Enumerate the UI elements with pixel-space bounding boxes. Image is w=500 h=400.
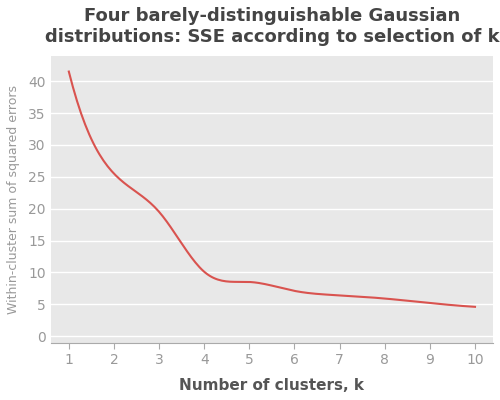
Y-axis label: Within-cluster sum of squared errors: Within-cluster sum of squared errors: [7, 84, 20, 314]
X-axis label: Number of clusters, k: Number of clusters, k: [180, 378, 364, 393]
Title: Four barely-distinguishable Gaussian
distributions: SSE according to selection o: Four barely-distinguishable Gaussian dis…: [44, 7, 499, 46]
